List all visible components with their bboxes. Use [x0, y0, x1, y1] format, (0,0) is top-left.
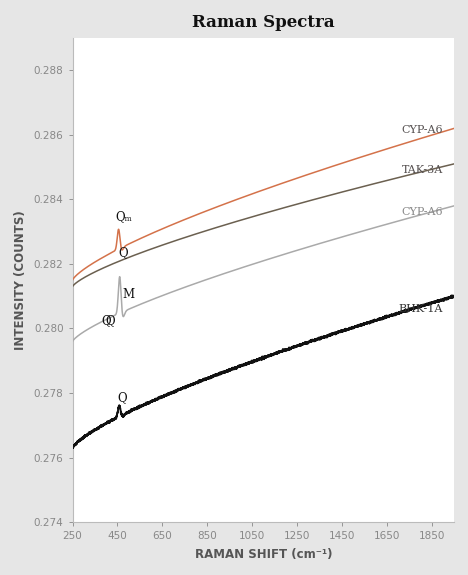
X-axis label: RAMAN SHIFT (cm⁻¹): RAMAN SHIFT (cm⁻¹) [195, 548, 332, 561]
Title: Raman Spectra: Raman Spectra [192, 14, 335, 31]
Text: CYP-A6: CYP-A6 [401, 208, 443, 217]
Text: BHK-1A: BHK-1A [399, 304, 443, 314]
Text: Q: Q [118, 246, 128, 259]
Y-axis label: INTENSITY (COUNTS): INTENSITY (COUNTS) [14, 210, 27, 350]
Text: TAK-3A: TAK-3A [402, 166, 443, 175]
Text: M: M [123, 288, 135, 301]
Text: Q: Q [101, 314, 110, 327]
Text: Q: Q [117, 392, 127, 404]
Text: Q: Q [106, 314, 116, 327]
Text: Qₘ: Qₘ [115, 210, 132, 224]
Text: CYP-A6: CYP-A6 [401, 125, 443, 135]
